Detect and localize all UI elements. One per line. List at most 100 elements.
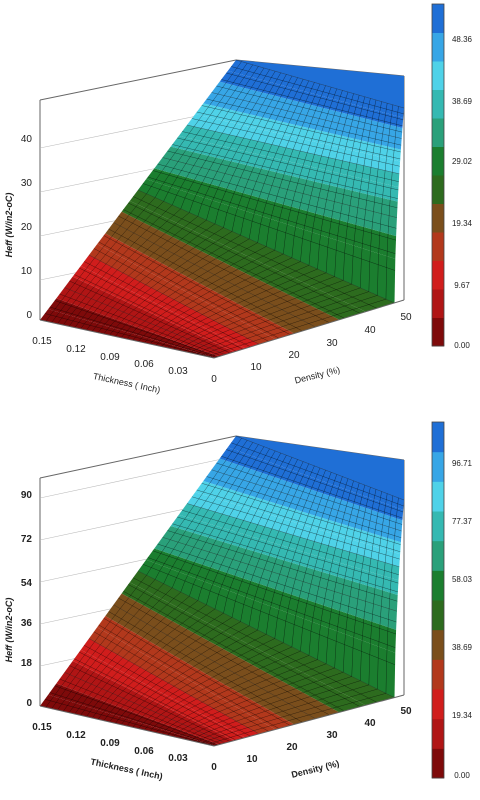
y-tick-label: 50 [400,312,412,323]
y-tick-label: 50 [400,706,412,717]
colorbar-label: 38.69 [452,97,473,106]
surface-band [129,571,395,706]
mesh-line [179,98,371,351]
z-tick-label: 72 [21,534,33,545]
mesh-line [150,476,343,732]
x-tick-label: 0.12 [66,344,86,355]
colorbar-swatch [432,4,444,33]
colorbar-label: 96.71 [452,459,473,468]
surface-band [219,447,404,521]
surface-band [40,694,216,746]
mesh-line [138,472,332,729]
x-tick-label: 0 [211,374,217,385]
y-tick-label: 30 [326,730,338,741]
x-tick-label: 0.15 [32,722,52,733]
mesh-line [121,82,315,338]
colorbar-swatch [432,718,444,749]
colorbar-border [431,421,445,779]
z-tick-label: 0 [26,698,32,709]
colorbar-swatch [432,146,444,176]
chart-2-z-axis: 0 18 36 54 72 90 [21,490,33,709]
mesh-line [190,101,382,354]
y-tick-label: 10 [250,362,262,373]
mesh-line [86,452,282,717]
x-tick-label: 0.06 [134,359,154,370]
surface-band [72,265,246,352]
mesh-line [138,87,332,342]
mesh-line [167,482,360,736]
mesh-line [74,448,270,715]
mesh-line [109,79,304,336]
chart-2-surface [40,436,404,746]
surface-band [146,548,397,653]
chart-1-colorbar-labels: 48.36 38.69 29.02 19.34 9.67 0.00 [452,35,473,350]
chart-2-z-axis-label: Heff (W/in2-oC) [4,598,14,663]
mesh-line [144,474,338,731]
y-tick-label: 30 [326,338,338,349]
surface-band [72,649,246,741]
colorbar-label: 29.02 [452,157,473,166]
surface-band [195,103,401,162]
surface-band [64,661,235,743]
chart-1-z-axis-label: Heff (W/in2-oC) [4,193,14,258]
z-tick-label: 10 [21,266,33,277]
z-tick-label: 54 [21,578,33,589]
mesh-line [126,83,321,340]
chart-1-y-axis-label: Density (%) [293,365,341,386]
z-tick-label: 18 [21,658,33,669]
mesh-line [208,497,399,745]
colorbar-label: 0.00 [454,341,470,350]
surface-band [187,114,401,174]
surface-band [227,436,404,510]
x-tick-label: 0.03 [168,366,188,377]
mesh-line [121,465,315,725]
chart-2-x-axis-label: Thickness ( Inch) [90,757,164,782]
colorbar-swatch [432,32,444,62]
z-tick-label: 20 [21,222,33,233]
colorbar-swatch [432,175,444,204]
colorbar-swatch [432,600,444,631]
surface-chart-1: 0 10 20 30 40 Heff (W/in2-oC) 0.15 0.12 … [4,3,473,395]
mesh-line [45,61,242,322]
chart-2-y-axis-label: Density (%) [290,758,340,780]
mesh-line [179,487,371,739]
mesh-line [173,96,366,350]
y-tick-label: 20 [288,350,300,361]
mesh-line [103,77,298,335]
y-tick-label: 40 [364,325,376,336]
mesh-line [208,106,399,357]
mesh-line [86,72,282,331]
colorbar-label: 77.37 [452,517,473,526]
mesh-line [91,455,287,719]
mesh-line [126,467,321,727]
surface-band [121,582,366,713]
chart-2-colorbar-labels: 96.71 77.37 58.03 38.69 19.34 0.00 [452,459,473,780]
chart-2-y-axis: 10 20 30 40 50 [246,706,412,765]
chart-2-x-axis: 0.15 0.12 0.09 0.06 0.03 0 [32,722,217,773]
mesh-line [132,85,326,341]
mesh-line [173,485,366,737]
colorbar-swatch [432,89,444,119]
mesh-line [97,75,293,333]
colorbar-swatch [432,118,444,147]
colorbar-swatch [432,540,444,571]
z-tick-label: 40 [21,134,33,145]
chart-2-mesh [39,435,405,747]
surface-band [105,604,316,725]
colorbar-border [431,3,445,347]
mesh-line [97,457,293,720]
colorbar-swatch [432,659,444,690]
colorbar-swatch [432,689,444,720]
mesh-line [103,459,298,721]
mesh-line [57,64,254,324]
colorbar-label: 0.00 [454,771,470,780]
mesh-line [51,63,248,323]
x-tick-label: 0.06 [134,746,154,757]
surface-band [138,179,396,303]
surface-band [138,559,396,698]
z-tick-label: 90 [21,490,33,501]
surface-band [113,593,340,719]
chart-1-y-axis: 10 20 30 40 50 [250,312,412,373]
mesh-line [68,67,265,327]
mesh-line [155,91,349,346]
